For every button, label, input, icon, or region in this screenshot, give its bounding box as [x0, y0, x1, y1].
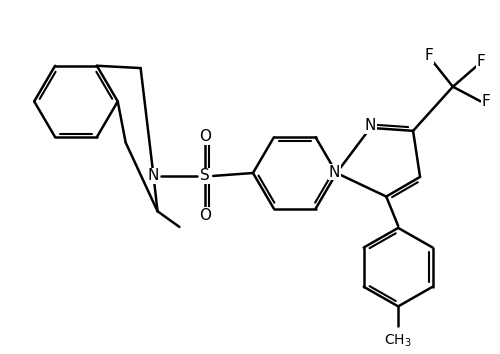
Text: F: F: [476, 54, 485, 69]
Text: O: O: [199, 208, 211, 223]
Text: N: N: [329, 165, 340, 179]
Text: CH$_3$: CH$_3$: [384, 333, 412, 349]
Text: O: O: [199, 129, 211, 144]
Text: S: S: [200, 169, 210, 183]
Text: N: N: [364, 119, 376, 133]
Text: F: F: [424, 48, 434, 63]
Text: F: F: [482, 94, 490, 109]
Text: N: N: [148, 169, 159, 183]
